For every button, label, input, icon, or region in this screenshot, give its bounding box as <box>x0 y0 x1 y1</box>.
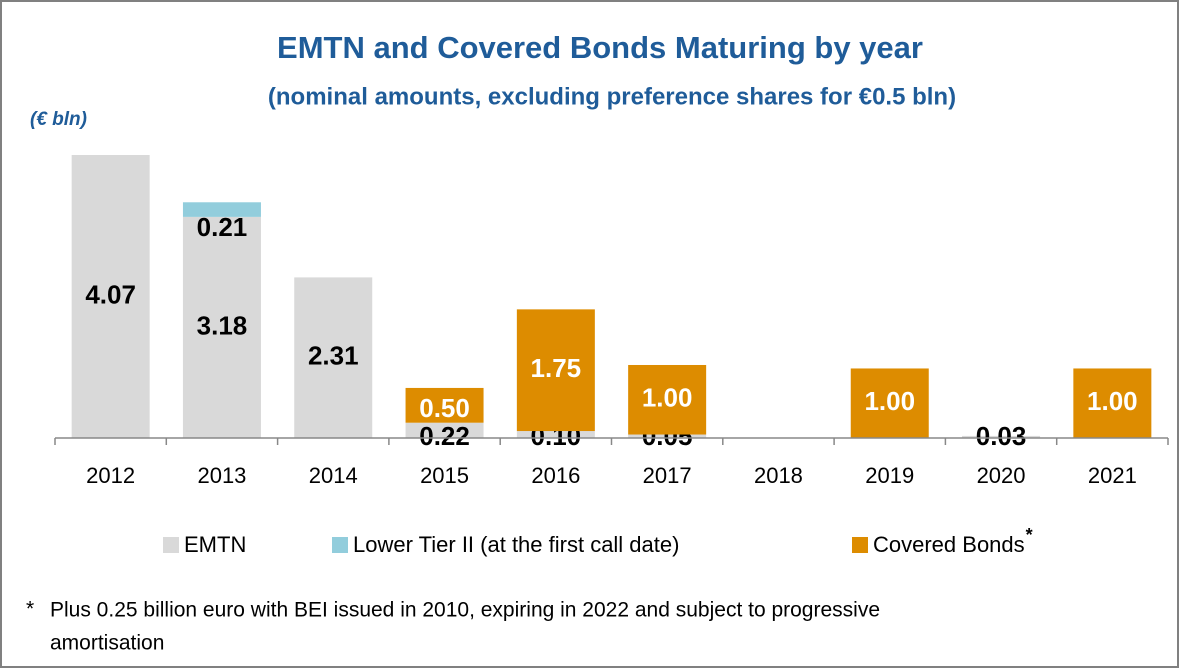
legend-label: Lower Tier II (at the first call date) <box>353 532 679 557</box>
legend-swatch <box>332 537 348 553</box>
data-label: 4.07 <box>85 279 136 309</box>
footnote-line: amortisation <box>50 632 164 655</box>
x-tick-label: 2012 <box>86 463 135 488</box>
bar-segment <box>405 387 484 423</box>
x-tick-label: 2013 <box>197 463 246 488</box>
unit-label: (€ bln) <box>30 109 87 130</box>
bar-segment <box>962 435 1041 438</box>
bar-segment <box>628 434 707 438</box>
x-tick-label: 2018 <box>754 463 803 488</box>
x-tick-label: 2014 <box>309 463 358 488</box>
x-tick-label: 2019 <box>865 463 914 488</box>
footnote-marker: * <box>26 598 34 621</box>
bar-segment <box>182 202 261 217</box>
bar-segment <box>850 368 929 438</box>
bar-segment <box>405 422 484 438</box>
legend-marker: * <box>1026 525 1033 545</box>
data-label: 0.22 <box>419 421 470 451</box>
bar-segment <box>516 309 595 432</box>
bar-segment <box>294 277 373 438</box>
legend-label: EMTN <box>184 532 246 557</box>
data-label: 0.50 <box>419 393 470 423</box>
data-label: 2.31 <box>308 341 359 371</box>
legend-swatch <box>163 537 179 553</box>
bar-segment <box>516 431 595 438</box>
x-tick-label: 2016 <box>531 463 580 488</box>
data-label: 0.03 <box>976 421 1027 451</box>
chart-subtitle: (nominal amounts, excluding preference s… <box>268 83 956 110</box>
x-tick-label: 2015 <box>420 463 469 488</box>
data-label: 1.00 <box>642 383 693 413</box>
data-label: 1.00 <box>1087 386 1138 416</box>
bar-segment <box>628 364 707 435</box>
legend-swatch <box>852 537 868 553</box>
x-tick-label: 2017 <box>643 463 692 488</box>
x-tick-label: 2020 <box>977 463 1026 488</box>
data-label: 3.18 <box>197 310 248 340</box>
chart-title: EMTN and Covered Bonds Maturing by year <box>277 30 923 65</box>
data-label: 1.00 <box>864 386 915 416</box>
legend-label: Covered Bonds <box>873 532 1025 557</box>
data-label: 1.75 <box>531 353 582 383</box>
x-tick-label: 2021 <box>1088 463 1137 488</box>
bar-segment <box>71 155 150 438</box>
footnote-line: Plus 0.25 billion euro with BEI issued i… <box>50 599 880 622</box>
bar-segment <box>182 216 261 438</box>
bar-segment <box>1073 368 1152 438</box>
data-label: 0.21 <box>197 212 248 242</box>
